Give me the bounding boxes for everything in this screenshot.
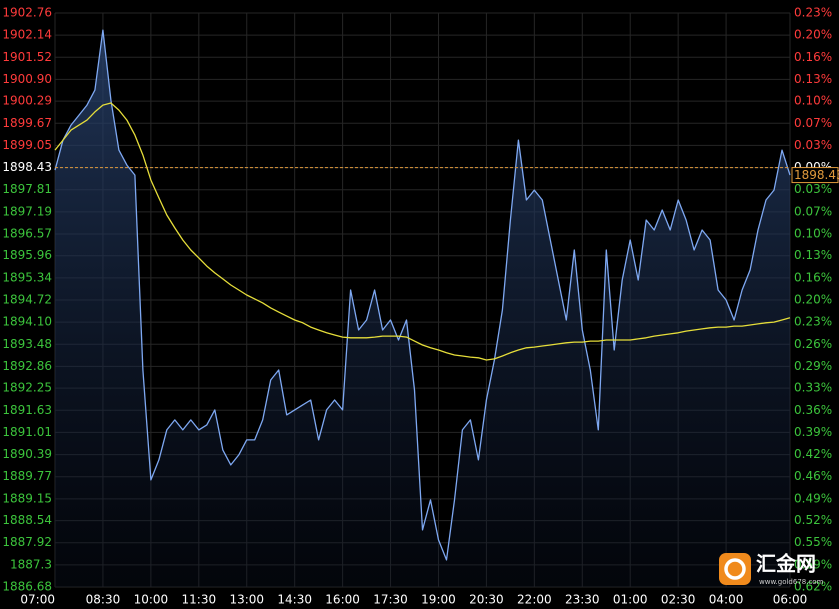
- x-tick-label: 08:30: [86, 593, 121, 607]
- y2-tick-label: 0.03%: [794, 138, 832, 152]
- price-line: [54, 29, 791, 561]
- x-tick-label: 20:30: [469, 593, 504, 607]
- y-tick-label: 1900.90: [2, 72, 52, 86]
- average-line: [54, 102, 791, 361]
- y2-tick-label: 0.10%: [794, 94, 832, 108]
- x-tick-label: 22:00: [517, 593, 552, 607]
- x-tick-label: 01:00: [613, 593, 648, 607]
- x-tick-label: 23:30: [565, 593, 600, 607]
- x-tick-label: 07:00: [20, 593, 55, 607]
- y-tick-label: 1887.3: [10, 557, 52, 571]
- y2-tick-label: 0.20%: [794, 28, 832, 42]
- reference-label: 1898.43: [794, 168, 839, 182]
- x-tick-label: 11:30: [182, 593, 217, 607]
- y-tick-label: 1900.29: [2, 94, 52, 108]
- y2-tick-label: 0.23%: [794, 6, 832, 20]
- x-tick-label: 10:00: [134, 593, 169, 607]
- y-tick-label: 1890.39: [2, 447, 52, 461]
- y-tick-label: 1888.54: [2, 513, 52, 527]
- y-tick-label: 1896.57: [2, 226, 52, 240]
- y2-tick-label: 0.20%: [794, 293, 832, 307]
- x-tick-label: 02:30: [661, 593, 696, 607]
- y-tick-label: 1894.72: [2, 293, 52, 307]
- y2-tick-label: 0.29%: [794, 359, 832, 373]
- reference-label-box: [791, 167, 839, 184]
- y-tick-label: 1899.67: [2, 116, 52, 130]
- y-tick-label: 1889.77: [2, 469, 52, 483]
- x-tick-label: 19:00: [421, 593, 456, 607]
- plot-area: [54, 29, 791, 588]
- y-tick-label: 1891.01: [2, 425, 52, 439]
- y-tick-label: 1895.34: [2, 270, 52, 284]
- y2-tick-label: 0.46%: [794, 469, 832, 483]
- y-tick-label: 1893.48: [2, 337, 52, 351]
- y2-tick-label: 0.10%: [794, 226, 832, 240]
- y-tick-label: 1898.43: [2, 160, 52, 174]
- y2-tick-label: 0.55%: [794, 535, 832, 549]
- y2-tick-label: 0.42%: [794, 447, 832, 461]
- y2-tick-label: 0.03%: [794, 182, 832, 196]
- y2-tick-label: 0.49%: [794, 491, 832, 505]
- watermark: 汇金网 www.gold678.com: [719, 552, 824, 586]
- y2-tick-label: 0.16%: [794, 50, 832, 64]
- y-tick-label: 1901.52: [2, 50, 52, 64]
- price-area: [55, 30, 790, 588]
- y2-tick-label: 0.59%: [794, 557, 832, 571]
- x-tick-label: 16:00: [325, 593, 360, 607]
- y-tick-label: 1897.19: [2, 204, 52, 218]
- y-tick-label: 1892.86: [2, 359, 52, 373]
- y2-tick-label: 0.52%: [794, 513, 832, 527]
- y2-tick-label: 0.62%: [794, 580, 832, 594]
- x-tick-label: 14:30: [277, 593, 312, 607]
- y2-tick-label: 0.13%: [794, 248, 832, 262]
- axes: 1902.76 1902.14 1901.52 1900.90 1900.29 1899.…: [2, 6, 839, 607]
- watermark-url: www.gold678.com: [759, 578, 824, 586]
- watermark-text: 汇金网: [756, 552, 816, 576]
- y2-tick-label: 0.23%: [794, 315, 832, 329]
- y-tick-label: 1902.76: [2, 6, 52, 20]
- y2-tick-label: 0.33%: [794, 381, 832, 395]
- y-tick-label: 1895.96: [2, 248, 52, 262]
- y-tick-label: 1886.68: [2, 580, 52, 594]
- x-tick-label: 13:00: [229, 593, 264, 607]
- y2-tick-label: 0.07%: [794, 116, 832, 130]
- y-tick-label: 1897.81: [2, 182, 52, 196]
- y-tick-label: 1889.15: [2, 491, 52, 505]
- y-tick-label: 1891.63: [2, 403, 52, 417]
- y2-tick-label: 0.16%: [794, 270, 832, 284]
- y-tick-label: 1894.10: [2, 315, 52, 329]
- y2-tick-label: 0.39%: [794, 425, 832, 439]
- x-tick-label: 04:00: [709, 593, 744, 607]
- logo-ring: [724, 558, 746, 580]
- y-tick-label: 1902.14: [2, 28, 52, 42]
- y2-tick-label: 0.13%: [794, 72, 832, 86]
- y-tick-label: 1887.92: [2, 535, 52, 549]
- x-tick-label: 17:30: [373, 593, 408, 607]
- y2-tick-label: 0.36%: [794, 403, 832, 417]
- x-tick-label: 06:00: [773, 593, 808, 607]
- y-tick-label: 1899.05: [2, 138, 52, 152]
- y-tick-label: 1892.25: [2, 381, 52, 395]
- y2-tick-label: 0.26%: [794, 337, 832, 351]
- logo-icon: [719, 553, 751, 585]
- y2-tick-label: 0.07%: [794, 204, 832, 218]
